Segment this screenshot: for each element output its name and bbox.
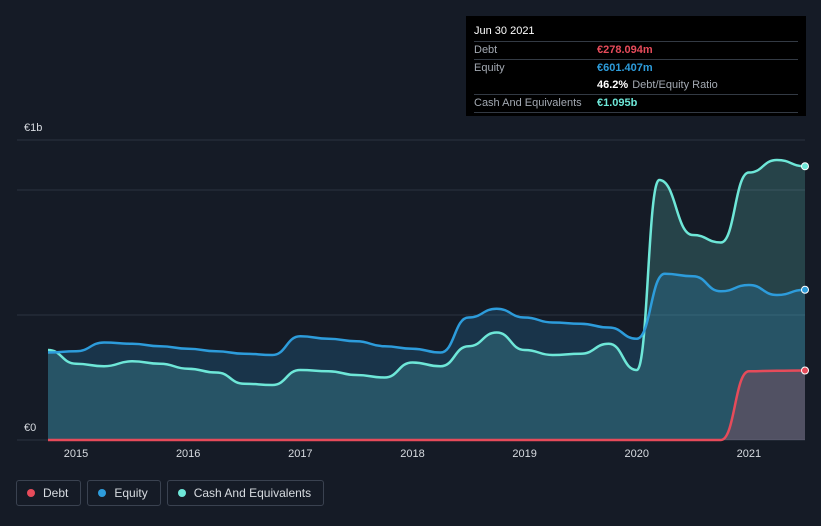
tooltip-equity-label: Equity <box>474 62 505 74</box>
x-axis-ticks: 2015 2016 2017 2018 2019 2020 2021 <box>64 448 761 460</box>
legend-item-debt[interactable]: Debt <box>16 480 82 506</box>
y-axis-min-label: €0 <box>24 422 37 434</box>
tooltip-ratio-row: 46.2% Debt/Equity Ratio <box>474 77 798 95</box>
area-2 <box>48 160 805 440</box>
x-tick-label: 2015 <box>64 448 88 460</box>
legend-item-equity[interactable]: Equity <box>87 480 161 506</box>
end-marker-0 <box>801 366 809 375</box>
series-end-markers <box>801 162 809 375</box>
x-tick-label: 2019 <box>512 448 536 460</box>
chart-legend: Debt Equity Cash And Equivalents <box>16 480 325 506</box>
tooltip-debt-value: €278.094m <box>597 44 653 56</box>
tooltip-equity-row: Equity €601.407m <box>474 60 798 77</box>
x-tick-label: 2017 <box>288 448 312 460</box>
end-marker-2 <box>801 162 809 171</box>
cash-dot-icon <box>177 489 186 497</box>
legend-equity-label: Equity <box>114 486 148 500</box>
tooltip-cash-row: Cash And Equivalents €1.095b <box>474 95 798 113</box>
tooltip-date: Jun 30 2021 <box>474 24 798 42</box>
tooltip-ratio-label: Debt/Equity Ratio <box>632 79 718 91</box>
area-0 <box>48 370 805 440</box>
tooltip-debt-label: Debt <box>474 44 498 56</box>
data-tooltip: Jun 30 2021 Debt €278.094m Equity €601.4… <box>466 16 806 116</box>
series-line-2 <box>47 158 806 387</box>
x-tick-label: 2020 <box>625 448 649 460</box>
debt-dot-icon <box>27 489 35 497</box>
tooltip-equity-value: €601.407m <box>597 62 653 74</box>
series-line-1 <box>47 272 806 357</box>
legend-cash-label: Cash And Equivalents <box>193 486 312 500</box>
legend-item-cash[interactable]: Cash And Equivalents <box>166 480 325 506</box>
legend-debt-label: Debt <box>43 486 69 500</box>
x-tick-label: 2018 <box>400 448 424 460</box>
equity-dot-icon <box>98 489 107 497</box>
y-axis-max-label: €1b <box>24 122 43 134</box>
tooltip-cash-value: €1.095b <box>597 97 638 109</box>
series-lines <box>47 158 806 442</box>
tooltip-debt-row: Debt €278.094m <box>474 42 798 60</box>
tooltip-ratio-value: 46.2% <box>597 79 629 91</box>
x-tick-label: 2021 <box>737 448 761 460</box>
series-areas <box>48 160 805 440</box>
series-line-0 <box>48 369 806 442</box>
end-marker-1 <box>801 285 809 294</box>
area-1 <box>48 273 805 440</box>
tooltip-cash-label: Cash And Equivalents <box>474 97 582 109</box>
x-tick-label: 2016 <box>176 448 200 460</box>
